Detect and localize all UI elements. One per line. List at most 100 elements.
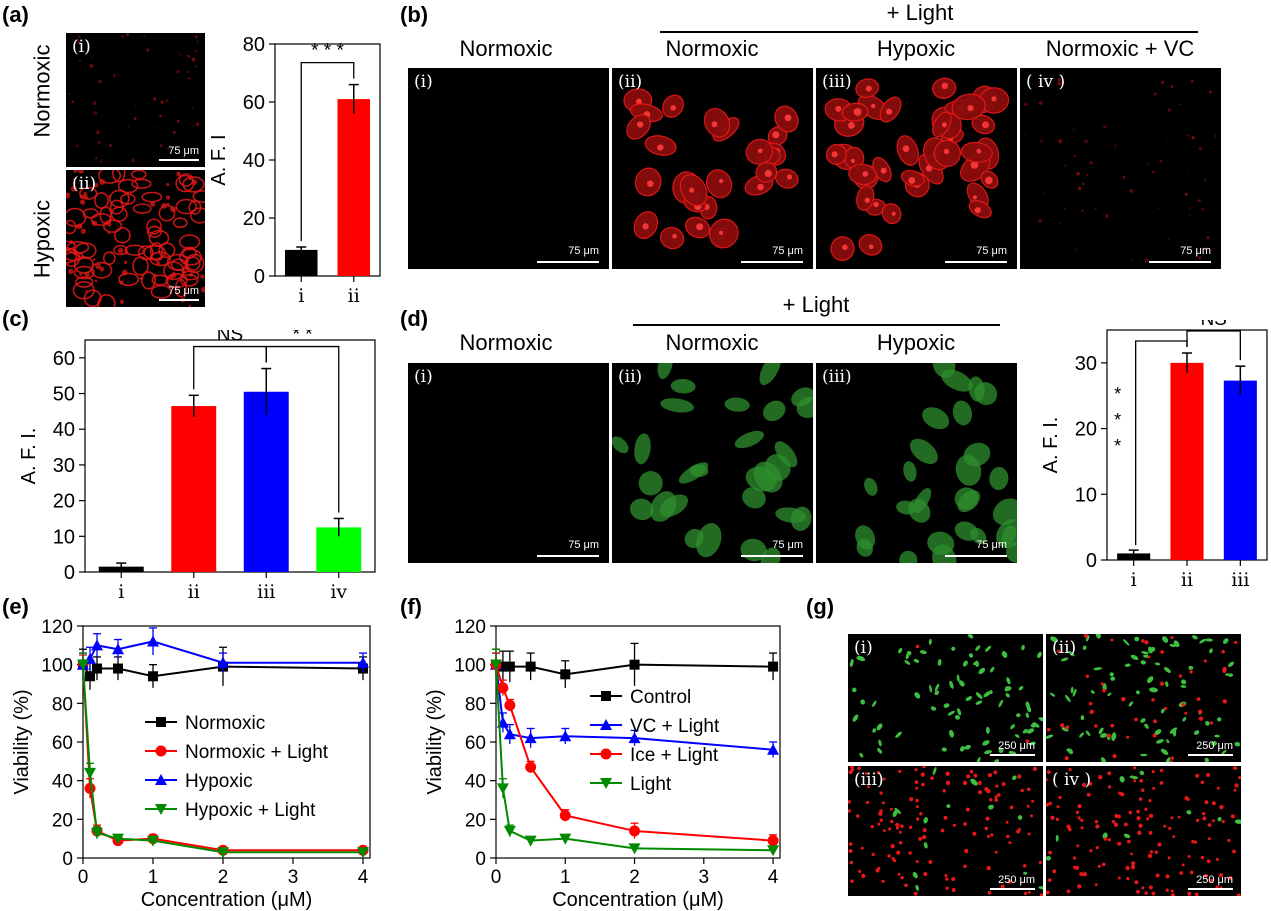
cell [73,265,95,280]
cell-signal [73,39,75,41]
dead-cell [1047,770,1051,774]
dead-cell [977,780,982,786]
dead-cell [876,770,881,775]
live-cell [1061,727,1069,732]
header-normoxic-vc-light: Normoxic + VC [1045,36,1195,61]
dead-cell [984,826,989,831]
legend-label: Light [630,774,672,795]
cell-signal [153,273,157,277]
cell-signal [1206,236,1210,240]
cell-nucleus [853,107,862,116]
live-cell [1224,673,1231,676]
live-cell [872,700,877,707]
dead-cell [1022,864,1027,868]
cell [113,244,128,256]
live-cell [1095,634,1101,639]
scale-bar-label: 250 μm [998,874,1035,886]
cell-signal [94,279,98,283]
cell-signal [73,170,78,173]
dead-cell [1177,815,1181,819]
data-point [503,728,516,740]
dead-cell [987,890,992,895]
dead-cell [1148,830,1153,835]
dead-cell [1007,879,1012,884]
dead-cell [915,644,920,649]
dead-cell [1218,873,1224,878]
y-tick-label: 60 [243,92,265,114]
dead-cell [1193,840,1198,844]
live-cell [914,692,921,699]
dead-cell [1160,650,1165,654]
dead-cell [920,772,925,777]
dead-cell [878,811,883,816]
dead-cell [1077,816,1081,820]
bar-iii [243,391,289,572]
dead-cell [963,822,967,826]
cell-signal [192,125,195,127]
live-cell [1049,692,1056,697]
cell-signal [1198,147,1202,151]
cell-signal [160,100,164,104]
dead-cell [1215,885,1219,889]
dead-cell [858,869,862,873]
cell-signal [176,70,180,74]
dead-cell [1067,827,1072,832]
dead-cell [969,769,974,774]
dead-cell [1068,768,1072,772]
cell-nucleus [784,114,792,122]
cell-signal [1038,101,1043,105]
cell-signal [195,35,198,39]
cell-signal [1089,161,1093,165]
cell-signal [159,114,162,118]
data-point [496,783,509,795]
cell [192,190,205,203]
cell-nucleus [718,178,724,184]
cell-signal [70,185,77,192]
cell-signal [1186,170,1188,172]
live-cell [949,680,954,689]
dead-cell [1112,754,1117,759]
data-point [113,663,123,674]
scale-bar-label: 75 μm [168,285,199,297]
live-cell [975,660,979,667]
cell [132,203,152,214]
dead-cell [848,799,851,804]
dead-cell [898,769,902,774]
cell-signal [1157,207,1160,209]
dead-cell [1025,739,1030,744]
live-cell [1128,701,1134,707]
cell [657,363,673,380]
dead-cell [973,773,978,778]
dead-cell [1127,839,1131,844]
series-light [490,648,780,857]
data-point [84,767,96,779]
legend-label: Hypoxic + Light [185,800,316,821]
bar-i [1117,553,1151,560]
live-cell [970,778,978,786]
y-tick-label: 0 [62,849,73,870]
dead-cell [985,816,990,821]
live-cell [1234,819,1241,824]
live-cell [964,744,971,750]
live-cell [1015,734,1020,738]
data-point [628,843,641,855]
cell-signal [188,177,192,181]
legend-entry: Hypoxic [145,771,253,792]
cell [734,430,764,449]
cell [97,170,122,184]
dead-cell [1210,878,1214,883]
dead-cell [1151,770,1155,774]
cell-nucleus [831,151,838,158]
dead-cell [962,780,968,786]
dead-cell [908,851,912,855]
y-tick-label: 100 [454,656,486,677]
bar-i [284,249,318,276]
cell-signal [170,206,176,213]
cell-nucleus [864,197,870,203]
dead-cell [1123,822,1128,827]
cell-signal [1076,171,1080,176]
x-tick-label: i [118,581,124,598]
live-cell [1072,688,1077,697]
data-point [91,827,103,839]
live-cell [1109,672,1114,677]
